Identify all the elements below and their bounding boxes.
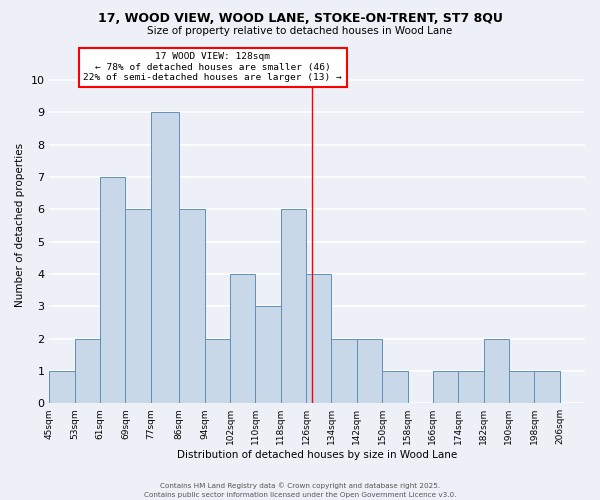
- Bar: [357, 338, 382, 403]
- Y-axis label: Number of detached properties: Number of detached properties: [15, 144, 25, 308]
- Bar: [509, 371, 534, 403]
- Bar: [49, 371, 75, 403]
- Bar: [151, 112, 179, 403]
- Bar: [306, 274, 331, 403]
- Text: 17 WOOD VIEW: 128sqm
← 78% of detached houses are smaller (46)
22% of semi-detac: 17 WOOD VIEW: 128sqm ← 78% of detached h…: [83, 52, 342, 82]
- Bar: [281, 209, 306, 403]
- Bar: [125, 209, 151, 403]
- Bar: [534, 371, 560, 403]
- Bar: [179, 209, 205, 403]
- X-axis label: Distribution of detached houses by size in Wood Lane: Distribution of detached houses by size …: [177, 450, 457, 460]
- Text: Contains HM Land Registry data © Crown copyright and database right 2025.: Contains HM Land Registry data © Crown c…: [160, 482, 440, 489]
- Text: Contains public sector information licensed under the Open Government Licence v3: Contains public sector information licen…: [144, 492, 456, 498]
- Bar: [433, 371, 458, 403]
- Text: 17, WOOD VIEW, WOOD LANE, STOKE-ON-TRENT, ST7 8QU: 17, WOOD VIEW, WOOD LANE, STOKE-ON-TRENT…: [98, 12, 502, 26]
- Bar: [205, 338, 230, 403]
- Bar: [458, 371, 484, 403]
- Bar: [256, 306, 281, 403]
- Bar: [484, 338, 509, 403]
- Text: Size of property relative to detached houses in Wood Lane: Size of property relative to detached ho…: [148, 26, 452, 36]
- Bar: [75, 338, 100, 403]
- Bar: [382, 371, 407, 403]
- Bar: [230, 274, 256, 403]
- Bar: [331, 338, 357, 403]
- Bar: [100, 177, 125, 403]
